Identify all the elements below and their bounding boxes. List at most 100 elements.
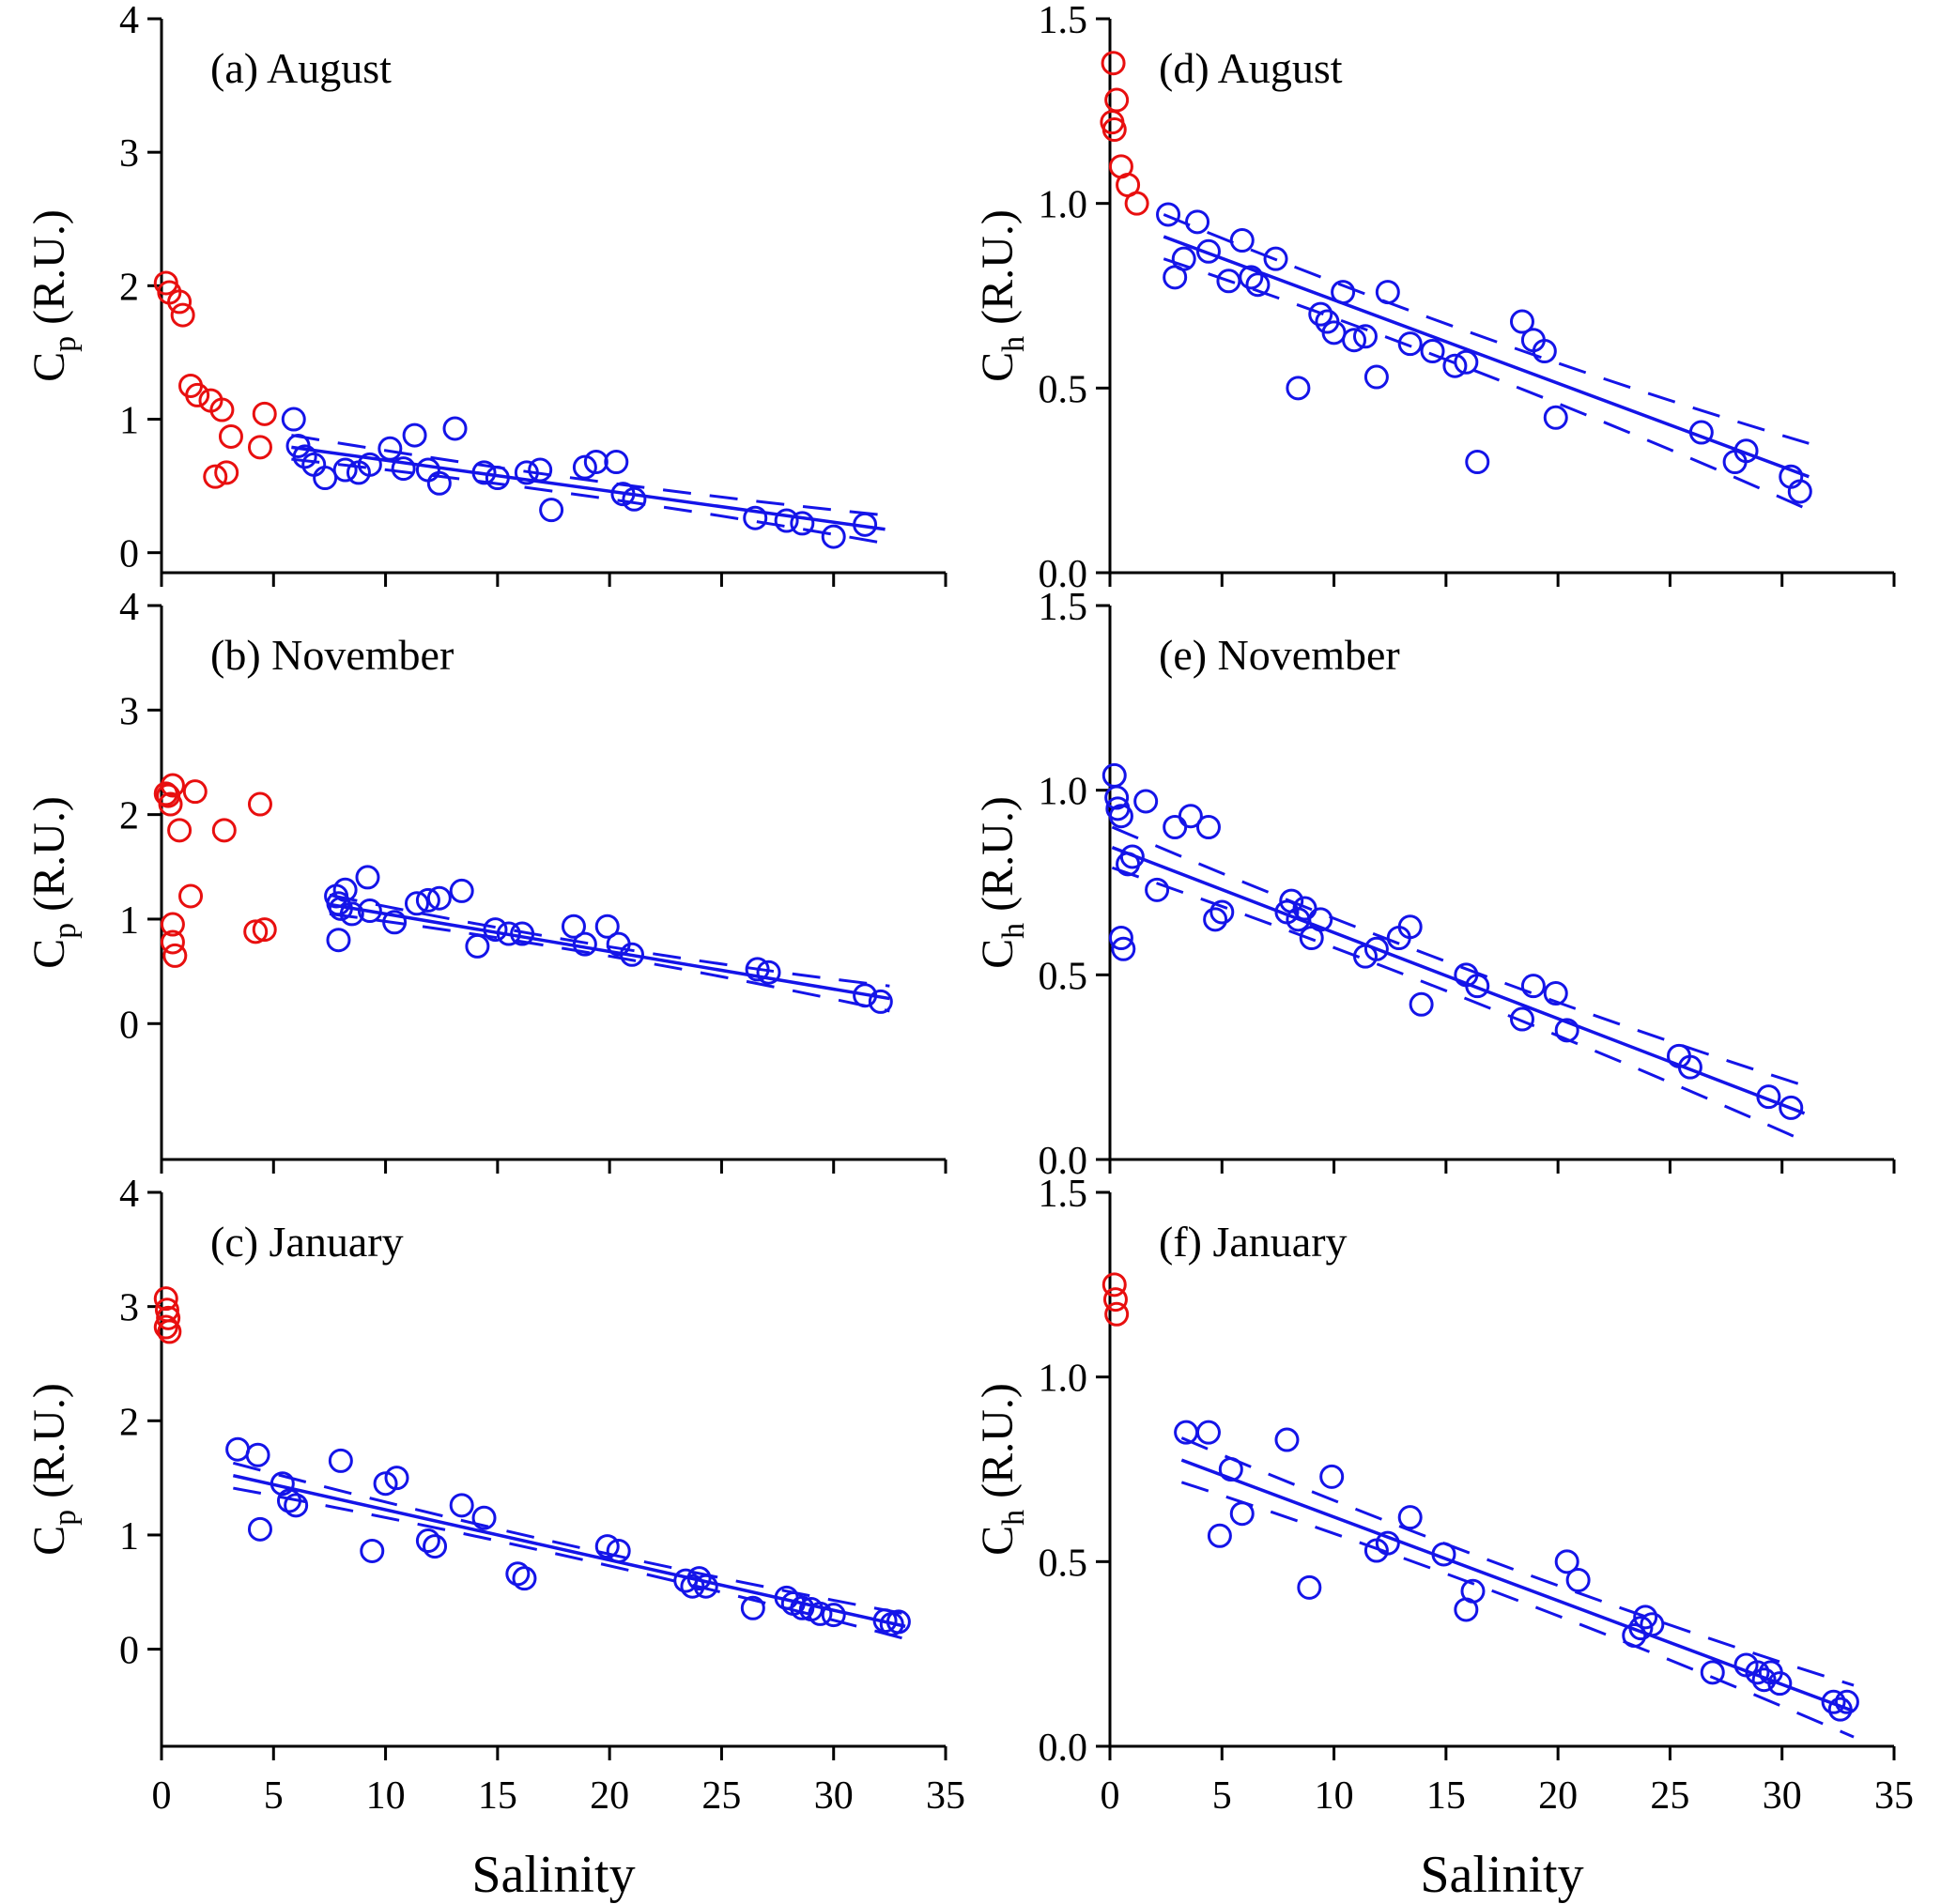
data-point	[1363, 364, 1389, 390]
data-point	[1207, 1523, 1232, 1548]
ci-lower-line	[329, 912, 890, 1013]
data-point	[1229, 1501, 1255, 1527]
data-point	[247, 791, 272, 817]
data-point	[1554, 1018, 1579, 1043]
data-point	[1108, 926, 1133, 950]
data-point	[1787, 479, 1812, 504]
data-point	[868, 989, 893, 1014]
x-tick-label: 0	[1101, 1774, 1120, 1818]
data-point	[426, 885, 452, 911]
data-point	[594, 914, 620, 939]
y-tick-label: 1.0	[1039, 1358, 1088, 1401]
y-tick-label: 0	[119, 533, 139, 576]
y-tick-label: 4	[119, 1175, 139, 1216]
x-tick-label: 30	[1763, 1774, 1802, 1818]
data-point	[512, 1566, 537, 1591]
y-tick-label: 2	[119, 1401, 139, 1444]
data-point	[1640, 1612, 1665, 1637]
data-point	[1163, 815, 1188, 839]
data-point	[1263, 246, 1288, 271]
data-point	[355, 865, 380, 890]
data-point	[214, 460, 239, 485]
data-point	[594, 1534, 620, 1559]
panel-label: (b) November	[210, 631, 454, 679]
data-point	[1203, 907, 1228, 932]
panel-e: 0.0 0.5 1.0 1.5 (e) November Ch (R.U.)	[969, 589, 1918, 1175]
x-tick-label: 15	[1426, 1774, 1466, 1818]
data-point	[620, 942, 644, 967]
y-tick-label: 0.0	[1039, 1140, 1088, 1175]
y-tick-label: 0.5	[1039, 1542, 1088, 1585]
data-point	[743, 505, 768, 530]
data-point	[680, 1574, 705, 1599]
data-point	[360, 1538, 385, 1563]
panel-e-plot: 0.0 0.5 1.0 1.5 (e) November Ch (R.U.)	[973, 589, 1896, 1175]
data-point	[1827, 1697, 1853, 1722]
data-point	[404, 891, 429, 916]
data-point	[622, 486, 647, 512]
fit-line	[1180, 1458, 1855, 1713]
y-tick-label: 1	[119, 899, 139, 943]
ci-upper-line	[291, 434, 886, 517]
y-axis-label: Ch (R.U.)	[973, 796, 1031, 969]
data-point	[610, 482, 636, 507]
data-point	[156, 1305, 181, 1330]
ci-upper-line	[232, 1461, 906, 1616]
data-point	[583, 450, 608, 474]
data-point	[510, 921, 535, 946]
data-point	[160, 773, 185, 798]
data-point	[1352, 324, 1378, 349]
series-freshwater	[1100, 51, 1149, 216]
panel-label: (d) August	[1159, 44, 1343, 92]
data-point	[1124, 191, 1149, 216]
data-point	[449, 1493, 474, 1518]
data-point	[415, 887, 440, 913]
data-point	[1375, 1530, 1400, 1556]
data-point	[1195, 238, 1221, 264]
data-point	[686, 1566, 712, 1591]
data-point	[1102, 1287, 1128, 1313]
data-point	[1442, 353, 1468, 378]
data-point	[853, 983, 878, 1008]
data-point	[252, 917, 277, 943]
panel-a-svg: 0 1 2 3 4 (a) August Cp (R.U.)	[24, 2, 947, 587]
data-point	[1209, 899, 1235, 925]
y-tick-label: 0.5	[1039, 955, 1088, 998]
series-estuarine	[1174, 1420, 1859, 1722]
data-point	[604, 450, 629, 474]
data-point	[1101, 762, 1127, 788]
y-axis-label: Ch (R.U.)	[973, 1383, 1031, 1556]
x-tick-label: 30	[814, 1774, 854, 1818]
panel-b-svg: 0 1 2 3 4 (b) November Cp (R.U.)	[24, 589, 947, 1174]
data-point	[1543, 981, 1568, 1006]
panel-e-svg: 0.0 0.5 1.0 1.5 (e) November Ch (R.U.)	[973, 589, 1896, 1175]
data-point	[740, 1595, 765, 1620]
x-tick-label: 20	[1538, 1774, 1578, 1818]
data-point	[160, 912, 185, 937]
data-point	[218, 423, 243, 449]
data-point	[1308, 301, 1333, 327]
data-point	[1195, 815, 1221, 839]
data-point	[1677, 1054, 1702, 1080]
y-tick-label: 0	[119, 1004, 139, 1047]
data-point	[1101, 117, 1127, 142]
data-point	[423, 1534, 448, 1559]
data-point	[1733, 438, 1759, 464]
y-axis-label: Ch (R.U.)	[973, 209, 1031, 382]
data-point	[281, 407, 306, 432]
y-tick-label: 1.0	[1039, 771, 1088, 814]
data-point	[1465, 974, 1490, 999]
data-point	[382, 910, 408, 935]
data-point	[158, 791, 183, 817]
ci-upper-line	[329, 893, 890, 988]
x-tick-label: 10	[1315, 1774, 1354, 1818]
y-tick-label: 0.0	[1039, 1727, 1088, 1770]
data-point	[1409, 991, 1434, 1017]
panel-a: 0 1 2 3 4 (a) August Cp (R.U.)	[21, 2, 969, 589]
y-tick-label: 3	[119, 132, 139, 176]
y-tick-label: 0.0	[1039, 553, 1088, 589]
data-point	[1133, 789, 1159, 814]
y-tick-label: 1	[119, 1515, 139, 1559]
data-point	[1104, 785, 1130, 810]
y-tick-label: 4	[119, 589, 139, 629]
